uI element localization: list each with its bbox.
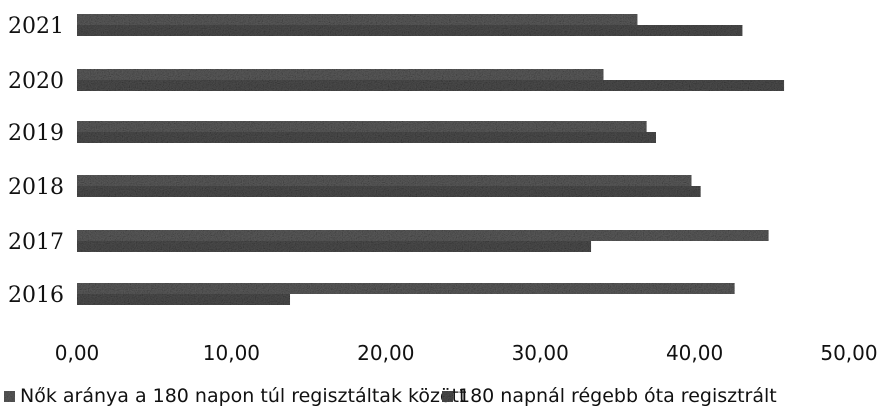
bar-series-1-2020: [77, 69, 604, 80]
category-label-2018: 2018: [8, 175, 64, 200]
bar-series-2-2021: [77, 25, 742, 36]
bar-series-1-2019: [77, 121, 647, 132]
legend-label-series-2: 180 napnál régebb óta regisztrált: [458, 385, 777, 407]
legend-swatch-series-1: [4, 391, 15, 402]
x-tick-label: 40,00: [666, 341, 723, 365]
bar-series-1-2021: [77, 14, 637, 25]
x-tick-label: 0,00: [55, 341, 100, 365]
x-tick-label: 50,00: [820, 341, 877, 365]
bar-series-1-2017: [77, 230, 769, 241]
category-label-2020: 2020: [8, 69, 64, 94]
bar-series-1-2016: [77, 283, 735, 294]
category-labels: 2016 2017 2018 2019 2020 2021: [8, 14, 64, 308]
x-tick-label: 10,00: [203, 341, 260, 365]
legend-label-series-1: Nők aránya a 180 napon túl regisztáltak …: [20, 385, 466, 407]
bar-series-2-2020: [77, 80, 784, 91]
category-label-2019: 2019: [8, 121, 64, 146]
legend-item-series-1: Nők aránya a 180 napon túl regisztáltak …: [4, 385, 466, 407]
legend-swatch-series-2: [442, 391, 453, 402]
legend: Nők aránya a 180 napon túl regisztáltak …: [4, 385, 777, 407]
bar-series-2-2019: [77, 132, 656, 143]
bar-series-2-2018: [77, 186, 701, 197]
x-tick-label: 20,00: [357, 341, 414, 365]
category-label-2016: 2016: [8, 283, 64, 308]
category-label-2017: 2017: [8, 230, 64, 255]
x-tick-label: 30,00: [512, 341, 569, 365]
legend-item-series-2: 180 napnál régebb óta regisztrált: [442, 385, 777, 407]
x-axis-ticks: 0,00 10,00 20,00 30,00 40,00 50,00: [55, 341, 878, 365]
bars-layer: [77, 14, 784, 305]
bar-series-2-2016: [77, 294, 290, 305]
bar-series-2-2017: [77, 241, 591, 252]
bar-series-1-2018: [77, 175, 692, 186]
category-label-2021: 2021: [8, 14, 64, 39]
